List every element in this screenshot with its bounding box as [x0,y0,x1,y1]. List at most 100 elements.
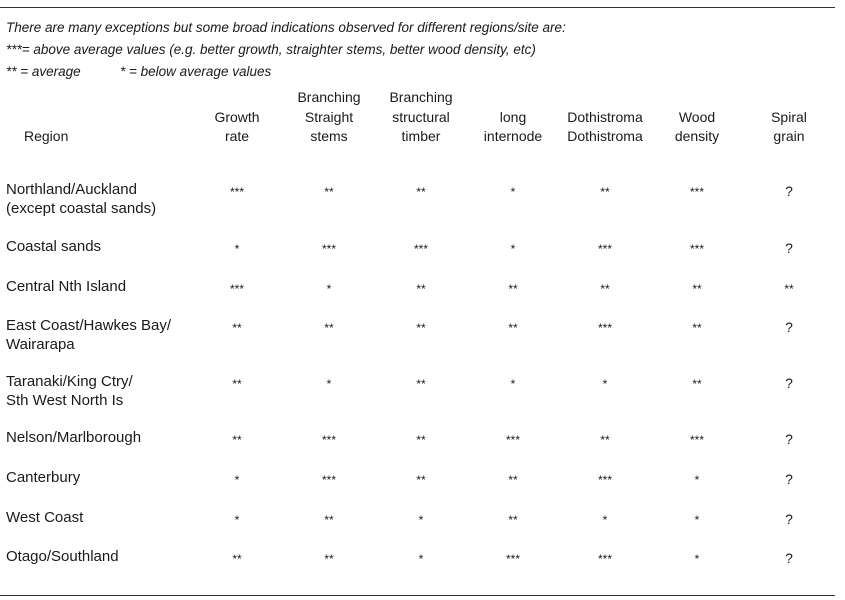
table-body: Northland/Auckland (except coastal sands)… [0,180,835,587]
cell-structural-timber: ** [416,376,426,391]
cell-growth-rate: ** [232,320,242,335]
cell-straight-stems: *** [321,472,336,487]
cell-growth-rate: ** [232,432,242,447]
cell-growth-rate: * [234,512,240,527]
cell-dothistroma: ** [600,281,610,296]
cell-wood-density: *** [689,241,704,256]
cell-growth-rate: ** [232,551,242,566]
cell-structural-timber: ** [416,432,426,447]
legend-above-average: ***= above average values (e.g. better g… [6,42,536,57]
cell-straight-stems: ** [324,320,334,335]
region-name-line1: Canterbury [6,468,81,486]
cell-long-internode: * [510,241,516,256]
cell-spiral-grain: ? [785,549,793,566]
legend-average-below: ** = average * = below average values [6,64,271,79]
cell-structural-timber: ** [416,184,426,199]
cell-straight-stems: * [326,376,332,391]
cell-region: Coastal sands [0,237,191,277]
cell-dothistroma: *** [597,320,612,335]
region-name-line1: East Coast/Hawkes Bay/ [6,316,172,334]
cell-structural-timber: ** [416,320,426,335]
region-name-line1: Coastal sands [6,237,102,255]
cell-dothistroma: ** [600,432,610,447]
legend-below-average: * = below average values [120,64,272,79]
cell-long-internode: * [510,376,516,391]
cell-straight-stems: ** [324,184,334,199]
cell-region: Nelson/Marlborough [0,428,191,468]
cell-spiral-grain: ? [785,182,793,199]
cell-region: Taranaki/King Ctry/Sth West North Is [0,372,191,428]
cell-region: Central Nth Island [0,277,191,316]
region-name-line1: Central Nth Island [6,277,127,295]
spacer-row [0,160,835,180]
region-name-line2: Sth West North Is [6,391,124,409]
cell-spiral-grain: ? [785,374,793,391]
cell-wood-density: * [694,551,700,566]
legend-average: ** = average [6,64,81,79]
cell-long-internode: *** [505,551,520,566]
cell-growth-rate: *** [229,184,244,199]
table-row: Otago/Southland ** ** * *** *** *? [0,547,835,587]
cell-spiral-grain: ? [785,470,793,487]
table-row: Northland/Auckland (except coastal sands)… [0,180,835,237]
column-header-branching-structural-timber: Branching structural timber [389,89,453,144]
cell-dothistroma: *** [597,472,612,487]
cell-growth-rate: * [234,472,240,487]
cell-structural-timber: ** [416,472,426,487]
intro-text: There are many exceptions but some broad… [6,20,566,35]
cell-wood-density: ** [692,281,702,296]
column-header-region: Region [24,128,69,144]
cell-wood-density: * [694,512,700,527]
cell-dothistroma: * [602,512,608,527]
cell-wood-density: *** [689,184,704,199]
cell-spiral-grain: ** [784,281,794,296]
table-header-row: Region Growth rate Branching Straight stems… [0,88,835,160]
table-row: Canterbury * *** ** ** *** *? [0,468,835,508]
cell-dothistroma: ** [600,184,610,199]
column-header-long-internode: long internode [483,108,543,145]
column-header-growth-rate: Growth rate [214,108,260,145]
cell-dothistroma: *** [597,241,612,256]
table-row: West Coast * ** * ** * *? [0,508,835,547]
cell-structural-timber: ** [416,281,426,296]
cell-long-internode: ** [508,281,518,296]
cell-straight-stems: * [326,281,332,296]
regional-indications-table: Region Growth rate Branching Straight stems… [0,88,835,587]
region-name-line1: Taranaki/King Ctry/ [6,372,133,390]
cell-growth-rate: *** [229,281,244,296]
region-name-line1: Northland/Auckland [6,180,137,198]
cell-straight-stems: ** [324,512,334,527]
cell-straight-stems: *** [321,432,336,447]
column-header-spiral-grain: Spiral grain [771,108,807,145]
cell-wood-density: ** [692,320,702,335]
table-row: Central Nth Island *** * ** ** ** ** ** [0,277,835,316]
cell-structural-timber: * [418,551,424,566]
cell-straight-stems: *** [321,241,336,256]
region-name-line1: West Coast [6,508,84,526]
top-rule [0,7,835,8]
region-name-line1: Otago/Southland [6,547,119,565]
cell-wood-density: *** [689,432,704,447]
cell-region: Otago/Southland [0,547,191,587]
cell-spiral-grain: ? [785,239,793,256]
table-row: Taranaki/King Ctry/Sth West North Is ** * *… [0,372,835,428]
region-name-line1: Nelson/Marlborough [6,428,142,446]
cell-dothistroma: *** [597,551,612,566]
column-header-wood-density: Wood density [674,108,720,145]
bottom-rule [0,595,835,596]
cell-long-internode: * [510,184,516,199]
cell-long-internode: ** [508,472,518,487]
cell-region: West Coast [0,508,191,547]
cell-spiral-grain: ? [785,430,793,447]
cell-region: East Coast/Hawkes Bay/Wairarapa [0,316,191,372]
column-header-dothistroma: Dothistroma Dothistroma [567,108,643,145]
region-name-line2: (except coastal sands) [6,199,157,217]
cell-long-internode: ** [508,512,518,527]
cell-growth-rate: * [234,241,240,256]
table-row: Coastal sands * *** *** * *** ***? [0,237,835,277]
table-row: East Coast/Hawkes Bay/Wairarapa ** ** ** ** *… [0,316,835,372]
table-row: Nelson/Marlborough ** *** ** *** ** ***? [0,428,835,468]
cell-spiral-grain: ? [785,510,793,527]
cell-region: Northland/Auckland (except coastal sands) [0,180,191,237]
column-header-branching-straight-stems: Branching Straight stems [297,89,361,144]
